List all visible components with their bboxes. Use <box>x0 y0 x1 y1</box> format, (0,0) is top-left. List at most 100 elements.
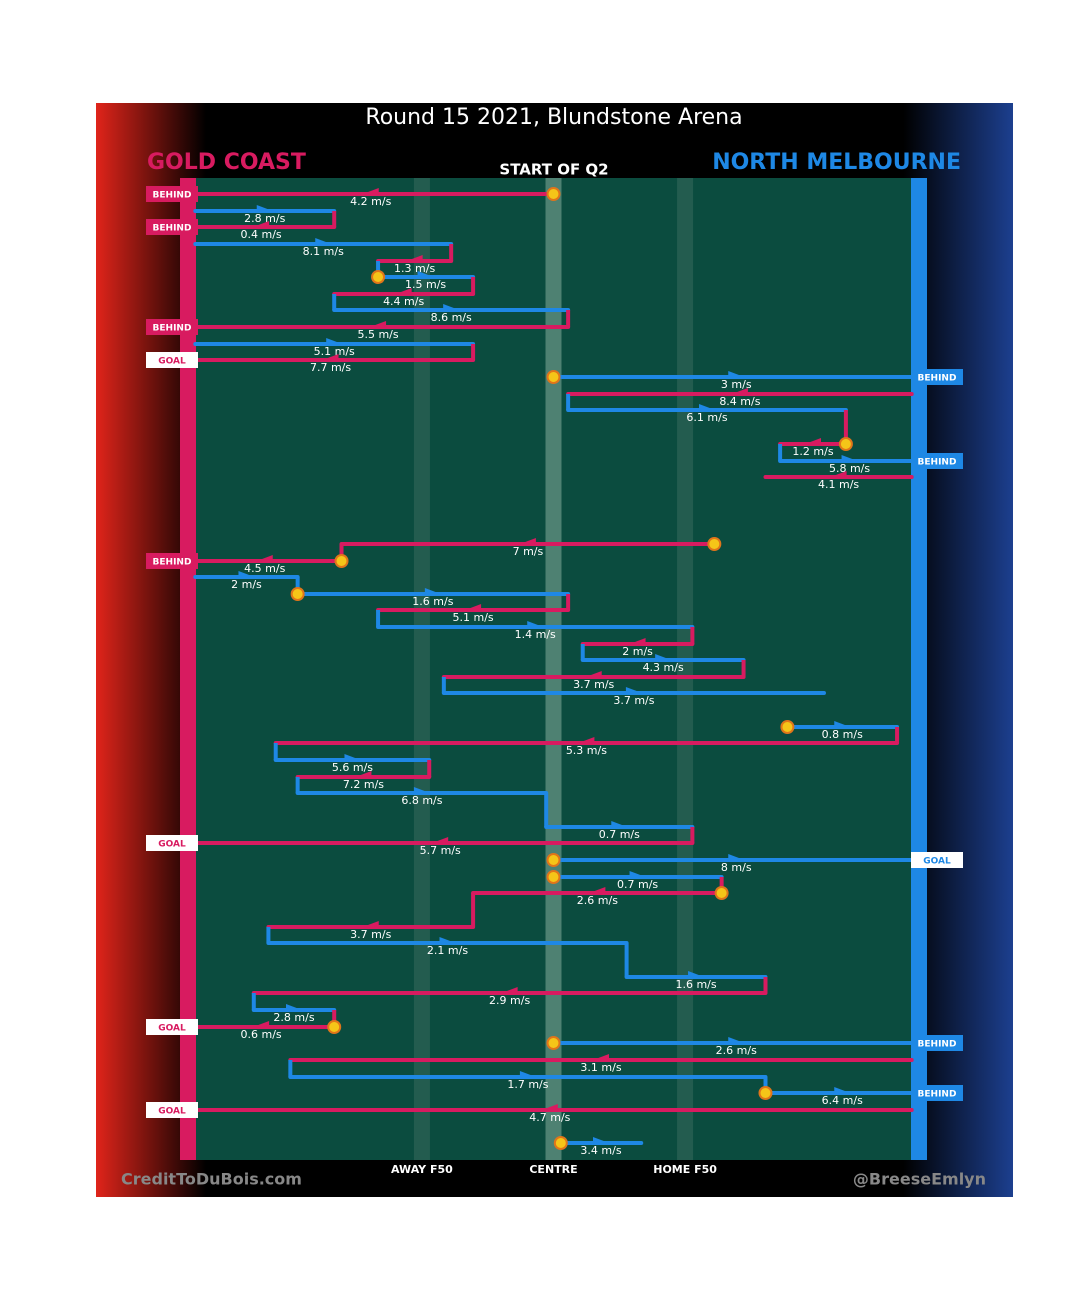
result-label: GOAL <box>158 1024 186 1034</box>
result-box <box>146 553 198 569</box>
speed-label: 3 m/s <box>721 378 752 391</box>
away-team: NORTH MELBOURNE <box>712 150 961 175</box>
result-box <box>911 1035 963 1051</box>
field-line <box>545 178 562 1160</box>
direction-arrow <box>355 771 372 779</box>
direction-arrow <box>519 1071 536 1079</box>
x-tick-label: AWAY F50 <box>391 1163 453 1176</box>
stoppage <box>546 1036 561 1050</box>
direction-arrow <box>629 638 646 646</box>
speed-label: 4.3 m/s <box>643 661 684 674</box>
result-label: GOAL <box>158 1107 186 1117</box>
result-label: BEHIND <box>153 224 192 234</box>
direction-arrow <box>424 588 441 596</box>
speed-label: 3.7 m/s <box>613 694 654 707</box>
direction-arrow <box>625 687 642 695</box>
result-label: GOAL <box>158 357 186 367</box>
result-box <box>146 352 198 368</box>
speed-label: 5.6 m/s <box>332 761 373 774</box>
result-label: BEHIND <box>153 191 192 201</box>
result-box <box>911 1085 963 1101</box>
direction-arrow <box>501 987 518 995</box>
speed-label: 7.7 m/s <box>310 361 351 374</box>
speed-label: 6.1 m/s <box>686 411 727 424</box>
speed-label: 8.6 m/s <box>431 311 472 324</box>
speed-label: 8.1 m/s <box>303 245 344 258</box>
direction-arrow <box>699 404 716 412</box>
direction-arrow <box>611 821 628 829</box>
direction-arrow <box>315 238 332 246</box>
speed-label: 2.6 m/s <box>716 1044 757 1057</box>
direction-arrow <box>728 371 745 379</box>
x-tick-label: CENTRE <box>529 1163 577 1176</box>
result-label: BEHIND <box>918 374 957 384</box>
speed-label: 2.8 m/s <box>273 1011 314 1024</box>
direction-arrow <box>519 538 536 546</box>
speed-label: 4.1 m/s <box>818 478 859 491</box>
speed-label: 0.7 m/s <box>617 878 658 891</box>
direction-arrow <box>238 571 255 579</box>
speed-label: 3.7 m/s <box>573 678 614 691</box>
direction-arrow <box>443 304 460 312</box>
speed-label: 4.7 m/s <box>529 1111 570 1124</box>
result-label: GOAL <box>158 840 186 850</box>
direction-arrow <box>527 621 544 629</box>
credit: CreditToDuBois.com <box>121 1170 302 1189</box>
speed-label: 1.6 m/s <box>675 978 716 991</box>
result-label: BEHIND <box>918 1090 957 1100</box>
result-box <box>911 369 963 385</box>
stoppage <box>838 437 853 451</box>
result-box <box>911 852 963 868</box>
stoppage <box>546 853 561 867</box>
direction-arrow <box>439 937 456 945</box>
result-box <box>146 219 198 235</box>
direction-arrow <box>253 1021 270 1029</box>
x-tick-label: HOME F50 <box>653 1163 717 1176</box>
direction-arrow <box>830 471 847 479</box>
direction-arrow <box>728 854 745 862</box>
direction-arrow <box>688 971 705 979</box>
speed-label: 2.8 m/s <box>244 212 285 225</box>
stoppage <box>707 537 722 551</box>
title: Round 15 2021, Blundstone Arena <box>365 105 742 130</box>
direction-arrow <box>655 654 672 662</box>
speed-label: 8 m/s <box>721 861 752 874</box>
direction-arrow <box>413 787 430 795</box>
speed-label: 0.4 m/s <box>241 228 282 241</box>
speed-label: 5.3 m/s <box>566 744 607 757</box>
speed-label: 2.6 m/s <box>577 894 618 907</box>
speed-label: 5.1 m/s <box>314 345 355 358</box>
direction-arrow <box>370 321 387 329</box>
speed-label: 0.8 m/s <box>822 728 863 741</box>
speed-label: 1.6 m/s <box>412 595 453 608</box>
result-box <box>146 319 198 335</box>
result-label: BEHIND <box>918 1040 957 1050</box>
result-box <box>911 453 963 469</box>
direction-arrow <box>362 921 379 929</box>
speed-label: 2.9 m/s <box>489 994 530 1007</box>
direction-arrow <box>432 837 449 845</box>
stoppage <box>546 370 561 384</box>
speed-label: 1.2 m/s <box>792 445 833 458</box>
field-line <box>677 178 694 1160</box>
direction-arrow <box>465 604 482 612</box>
direction-arrow <box>728 1037 745 1045</box>
stoppage <box>327 1020 342 1034</box>
result-label: BEHIND <box>918 458 957 468</box>
result-box <box>146 1019 198 1035</box>
speed-label: 3.7 m/s <box>350 928 391 941</box>
field-line <box>413 178 430 1160</box>
speed-label: 4.5 m/s <box>244 562 285 575</box>
speed-label: 5.1 m/s <box>453 611 494 624</box>
direction-arrow <box>253 221 270 229</box>
speed-label: 3.1 m/s <box>580 1061 621 1074</box>
stoppage <box>714 886 729 900</box>
speed-label: 2 m/s <box>622 645 653 658</box>
result-box <box>146 835 198 851</box>
direction-arrow <box>395 288 412 296</box>
speed-label: 2 m/s <box>231 578 262 591</box>
speed-label: 1.7 m/s <box>507 1078 548 1091</box>
direction-arrow <box>256 205 273 213</box>
